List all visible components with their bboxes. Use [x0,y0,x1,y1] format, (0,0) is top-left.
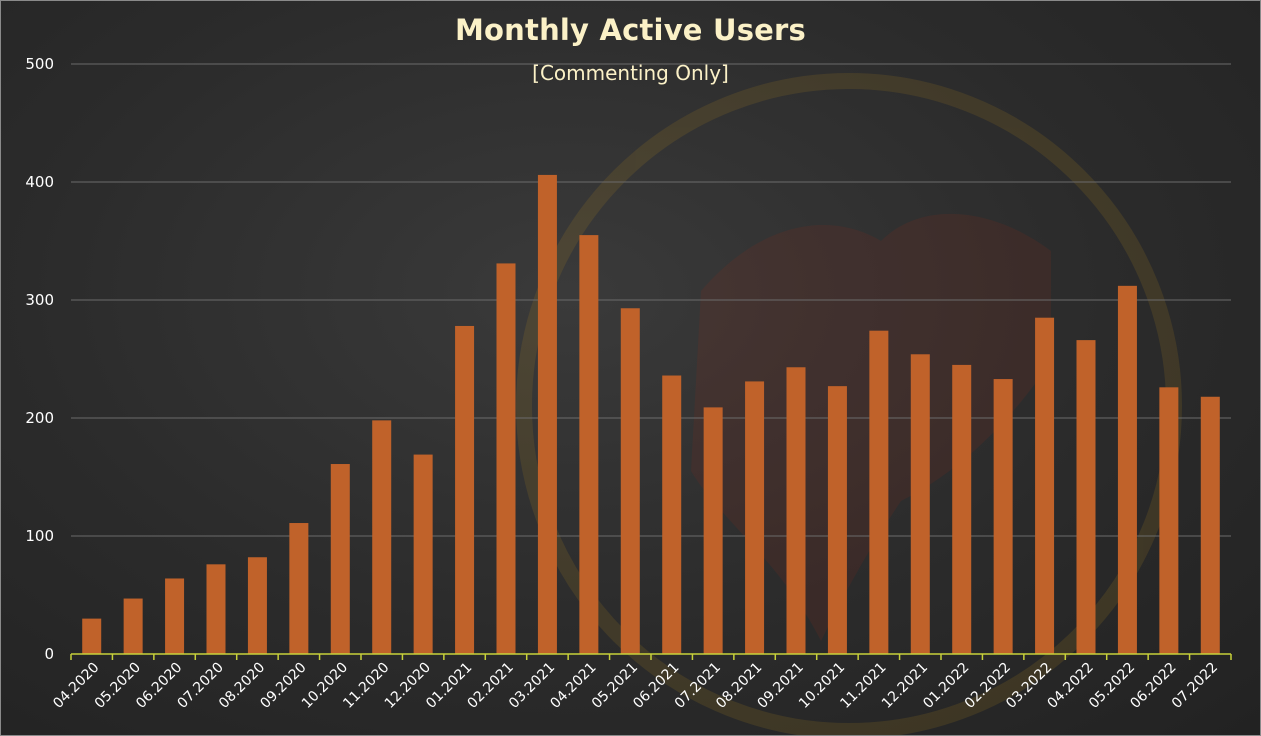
axes [70,653,1232,660]
gridlines [71,63,1231,537]
bar-01.2021 [455,325,475,654]
x-tick-label: 07.2022 [1169,660,1221,712]
bars [82,174,1220,655]
bar-03.2021 [537,174,557,655]
y-tick-label: 100 [25,527,54,545]
bar-08.2021 [745,381,765,654]
bar-05.2021 [620,308,640,654]
y-tick-label: 0 [44,645,54,663]
bar-03.2022 [1035,317,1055,654]
bar-10.2021 [827,386,847,654]
bar-07.2021 [703,407,723,654]
bar-06.2022 [1159,387,1179,654]
bar-06.2021 [662,375,682,654]
bar-12.2021 [910,354,930,654]
bar-11.2021 [869,330,889,654]
y-tick-label: 300 [25,291,54,309]
bar-10.2020 [330,464,350,654]
bar-01.2022 [952,364,972,654]
bar-11.2020 [372,420,392,654]
bar-08.2020 [247,557,267,654]
bar-05.2020 [123,598,143,654]
y-tick-label: 400 [25,173,54,191]
chart-title: Monthly Active Users [454,13,807,47]
bar-04.2022 [1076,340,1096,654]
x-tick-labels: 04.202005.202006.202007.202008.202009.20… [50,660,1221,712]
bar-07.2022 [1200,396,1220,654]
bar-12.2020 [413,454,433,654]
chart-subtitle: [Commenting Only] [532,61,729,85]
y-tick-label: 500 [25,55,54,73]
bar-06.2020 [165,578,185,654]
bar-05.2022 [1117,285,1137,654]
y-tick-labels: 0 100 200 300 400 500 [25,55,54,663]
bar-09.2020 [289,523,309,654]
bar-09.2021 [786,367,806,654]
bar-02.2021 [496,263,516,654]
bar-07.2020 [206,564,226,654]
bar-04.2020 [82,618,102,654]
y-tick-label: 200 [25,409,54,427]
bar-04.2021 [579,235,599,654]
bar-02.2022 [993,379,1013,654]
